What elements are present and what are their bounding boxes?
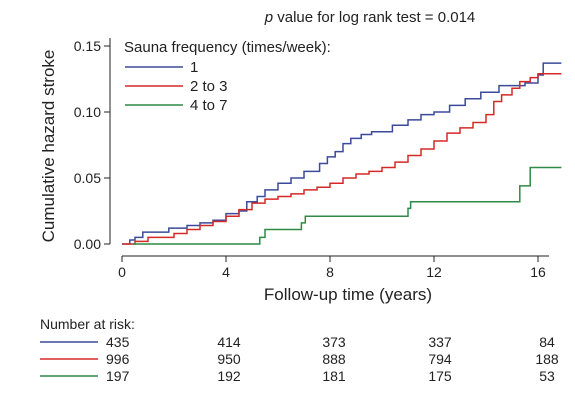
risk-value: 373 bbox=[322, 334, 346, 350]
y-tick-label: 0.05 bbox=[74, 170, 101, 186]
risk-value: 888 bbox=[322, 351, 346, 367]
legend: Sauna frequency (times/week): 1 2 to 3 4 t… bbox=[124, 39, 331, 114]
risk-table: Number at risk: 435 414 373 337 84 996 950 888 7… bbox=[40, 316, 559, 384]
risk-value: 794 bbox=[428, 351, 452, 367]
y-tick-label: 0.00 bbox=[74, 236, 101, 252]
risk-value: 435 bbox=[106, 334, 130, 350]
risk-value: 53 bbox=[539, 368, 555, 384]
risk-value: 192 bbox=[217, 368, 241, 384]
series-group bbox=[122, 62, 562, 245]
x-tick-label: 16 bbox=[530, 264, 546, 280]
series-line-2 bbox=[122, 72, 562, 245]
x-tick-label: 12 bbox=[426, 264, 442, 280]
y-axis-label: Cumulative hazard stroke bbox=[39, 50, 58, 243]
y-tick-label: 0.10 bbox=[74, 104, 101, 120]
risk-value: 175 bbox=[428, 368, 452, 384]
series-line-3 bbox=[132, 166, 562, 245]
legend-label-2: 2 to 3 bbox=[190, 78, 228, 95]
legend-label-1: 1 bbox=[190, 59, 198, 76]
risk-table-title: Number at risk: bbox=[40, 316, 135, 332]
x-tick-label: 4 bbox=[222, 264, 230, 280]
risk-value: 181 bbox=[322, 368, 346, 384]
legend-title: Sauna frequency (times/week): bbox=[124, 39, 331, 56]
chart-title-rest: value for log rank test = 0.014 bbox=[273, 9, 475, 26]
y-tick-label: 0.15 bbox=[74, 38, 101, 54]
risk-value: 188 bbox=[535, 351, 559, 367]
risk-value: 414 bbox=[217, 334, 241, 350]
risk-value: 197 bbox=[106, 368, 130, 384]
risk-value: 84 bbox=[539, 334, 555, 350]
x-axis-label: Follow-up time (years) bbox=[264, 285, 432, 304]
risk-table-rows: 435 414 373 337 84 996 950 888 794 188 197 192 181 17… bbox=[40, 334, 559, 384]
risk-value: 337 bbox=[428, 334, 452, 350]
x-tick-label: 8 bbox=[326, 264, 334, 280]
chart-title-italic: p bbox=[264, 9, 273, 26]
x-ticks: 0 4 8 12 16 bbox=[118, 256, 546, 280]
y-ticks: 0.00 0.05 0.10 0.15 bbox=[74, 38, 110, 252]
risk-value: 996 bbox=[106, 351, 130, 367]
chart-title: p value for log rank test = 0.014 bbox=[264, 9, 476, 26]
x-tick-label: 0 bbox=[118, 264, 126, 280]
legend-items: 1 2 to 3 4 to 7 bbox=[125, 59, 228, 114]
risk-value: 950 bbox=[217, 351, 241, 367]
legend-label-3: 4 to 7 bbox=[190, 97, 228, 114]
